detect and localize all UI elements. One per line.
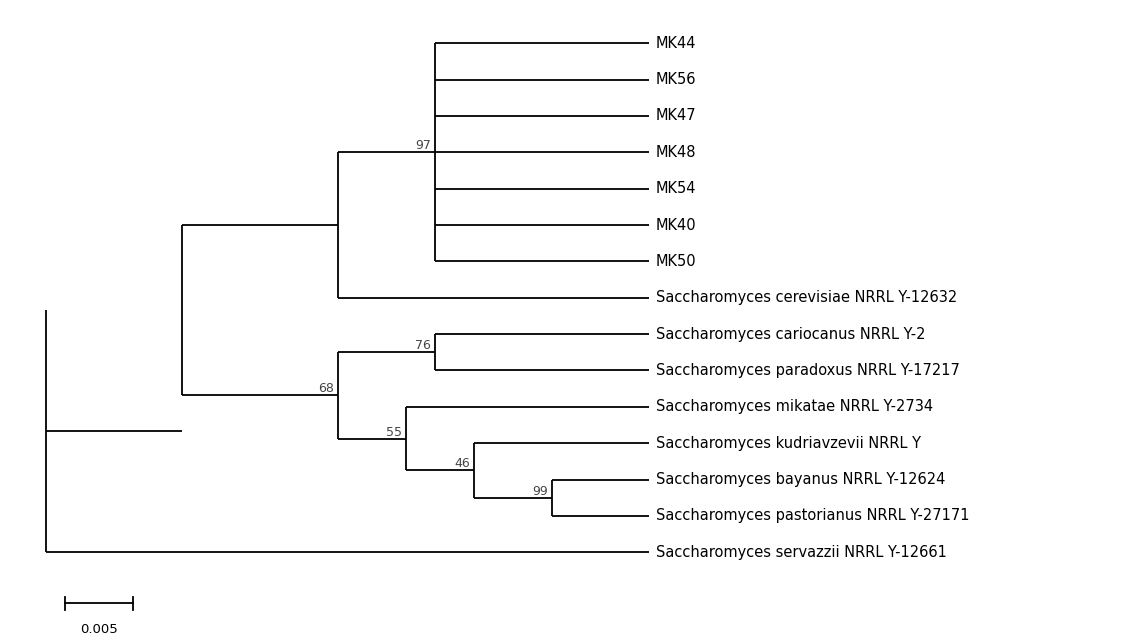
Text: 46: 46 (455, 457, 471, 471)
Text: 68: 68 (318, 383, 334, 395)
Text: MK47: MK47 (656, 108, 696, 123)
Text: Saccharomyces kudriavzevii NRRL Y: Saccharomyces kudriavzevii NRRL Y (656, 436, 921, 451)
Text: 0.005: 0.005 (81, 623, 118, 636)
Text: MK48: MK48 (656, 145, 696, 160)
Text: 99: 99 (532, 485, 548, 498)
Text: MK56: MK56 (656, 72, 696, 87)
Text: Saccharomyces paradoxus NRRL Y-17217: Saccharomyces paradoxus NRRL Y-17217 (656, 363, 960, 378)
Text: Saccharomyces bayanus NRRL Y-12624: Saccharomyces bayanus NRRL Y-12624 (656, 472, 946, 487)
Text: MK50: MK50 (656, 254, 696, 269)
Text: Saccharomyces servazzii NRRL Y-12661: Saccharomyces servazzii NRRL Y-12661 (656, 544, 947, 560)
Text: Saccharomyces cerevisiae NRRL Y-12632: Saccharomyces cerevisiae NRRL Y-12632 (656, 290, 957, 305)
Text: MK40: MK40 (656, 218, 696, 232)
Text: 76: 76 (416, 339, 431, 352)
Text: Saccharomyces mikatae NRRL Y-2734: Saccharomyces mikatae NRRL Y-2734 (656, 399, 933, 414)
Text: 97: 97 (416, 139, 431, 152)
Text: MK44: MK44 (656, 36, 696, 51)
Text: Saccharomyces cariocanus NRRL Y-2: Saccharomyces cariocanus NRRL Y-2 (656, 327, 925, 342)
Text: Saccharomyces pastorianus NRRL Y-27171: Saccharomyces pastorianus NRRL Y-27171 (656, 508, 969, 523)
Text: 55: 55 (386, 426, 402, 438)
Text: MK54: MK54 (656, 181, 696, 196)
